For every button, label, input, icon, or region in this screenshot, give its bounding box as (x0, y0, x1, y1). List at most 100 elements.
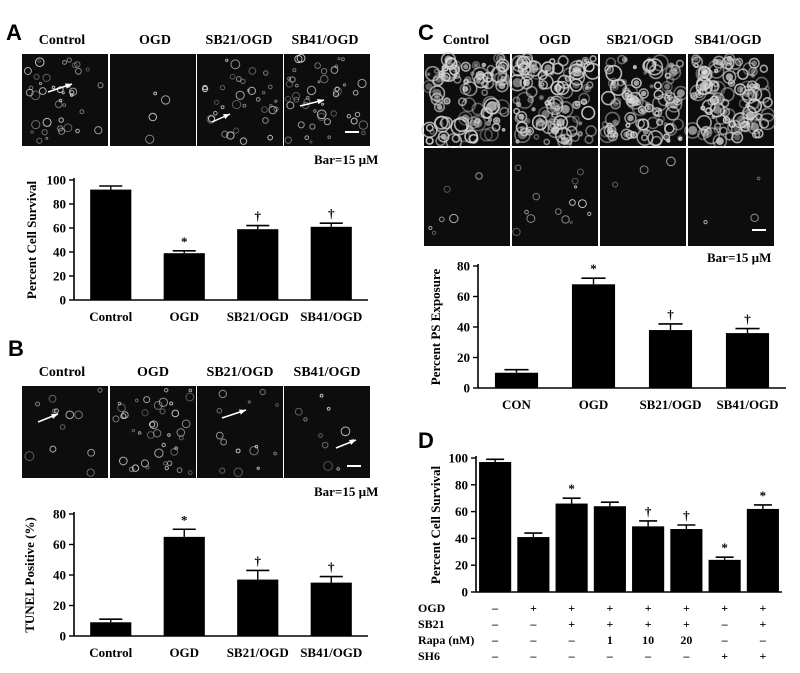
micro-b-tile-3-cell (326, 406, 331, 411)
micro-c-tile-top-0-cell (474, 117, 481, 124)
chart-d-condition-cell: + (683, 601, 690, 615)
micro-c-tile-top-3-cell (696, 114, 712, 131)
micro-a-tile-2-cell (261, 90, 266, 95)
micro-a-tile-0-cell (61, 91, 65, 95)
chart-d-ylabel: Percent Cell Survival (428, 466, 443, 585)
chart-b-xtick-label-2: SB21/OGD (227, 645, 289, 660)
chart-a-xtick-label-1: OGD (169, 309, 199, 324)
micro-c-tile-top-2-cell (625, 130, 635, 139)
micro-c-tile-top-0-cell (494, 81, 499, 87)
micro-c-tile-top-3-cell (724, 131, 734, 141)
micro-c-tile-top-2-cell (649, 84, 654, 89)
chart-d-condition-cell: – (721, 633, 729, 647)
micro-c-tile-top-3-cell-body (749, 82, 755, 89)
micro-c-tile-top-3-cell (738, 117, 754, 133)
micro-c-tile-top-3-cell (691, 56, 704, 68)
micro-a-tile-3-cell (304, 135, 310, 141)
micro-label-c-sb41: SB41/OGD (695, 33, 762, 48)
micro-c-tile-top-0-cell (463, 78, 469, 85)
micro-c-tile-top-1-cell (521, 52, 534, 65)
micro-c-tile-top-3 (684, 52, 777, 149)
micro-c-tile-top-3-cell (740, 80, 755, 95)
micro-a-tile-3-cell (342, 83, 347, 87)
micro-c-tile-top-1-cell-body (518, 57, 522, 60)
micro-a-tile-3-cell (292, 68, 297, 73)
micro-a-tile-0-cell (41, 129, 48, 136)
micro-c-tile-top-1-cell (574, 100, 581, 107)
micro-label-b-ogd: OGD (137, 365, 169, 380)
micro-c-tile-top-0-cell-body (473, 63, 479, 68)
chart-c-ytick-label: 40 (457, 320, 470, 335)
micro-c-tile-top-2-cell (666, 96, 683, 113)
micro-c-tile-top-0-cell (488, 117, 493, 122)
micro-c-tile-top-0-cell (468, 133, 479, 144)
micro-c-tile-top-3-cell-body (697, 91, 702, 96)
micro-b-tile-1-cell (120, 413, 127, 420)
chart-d-condition-cell: + (759, 649, 766, 663)
micro-b-tile-2-cell (219, 467, 226, 474)
micro-c-tile-bottom-2-bg (600, 148, 686, 246)
micro-c-tile-top-1-cell-body (583, 58, 588, 63)
chart-d-condition-cell: – (529, 649, 537, 663)
micro-a-tile-3-cell (358, 120, 369, 130)
micro-c-tile-top-1-cell-body (517, 103, 520, 106)
micro-c-tile-top-0-cell (425, 136, 434, 145)
chart-c-bar-2 (648, 330, 693, 388)
micro-a-tile-3-cell (330, 66, 339, 74)
micro-a-tile-3-cell (361, 130, 366, 136)
micro-a-tile-3-cell (332, 91, 340, 98)
micro-c-tile-top-1-cell-body (544, 64, 552, 72)
micro-c-tile-top-0-cell (457, 97, 467, 107)
micro-c-tile-top-2-cell (677, 135, 683, 141)
micro-b-tile-1-cell (118, 456, 128, 466)
chart-a-ylabel: Percent Cell Survival (24, 181, 39, 300)
micro-c-tile-top-3-cell (713, 126, 721, 134)
micro-b-tile-1-cell (169, 401, 174, 406)
micro-c-tile-top-1-cell (550, 80, 566, 96)
micro-c-tile-top-0-cell (470, 71, 475, 76)
micro-b-tile-3-cell (303, 417, 308, 422)
micro-a-tile-0-cell (28, 85, 34, 91)
micro-b-tile-1-cell (145, 465, 150, 470)
micro-c-tile-top-2-cell (651, 135, 662, 147)
micro-c-tile-top-2-cell (653, 81, 662, 90)
chart-c-sig-mark-3: † (744, 312, 751, 327)
chart-d-ytick-label: 20 (455, 558, 468, 573)
chart-a-xtick-label-2: SB21/OGD (227, 309, 289, 324)
micro-a-tile-0-cell (42, 117, 52, 127)
chart-d-condition-cell: – (721, 617, 729, 631)
micro-c-tile-top-3-cell-body (737, 59, 742, 64)
micro-c-tile-bottom-1-cell (524, 209, 529, 215)
chart-d-condition-cell: + (606, 601, 613, 615)
chart-d-ytick-label: 100 (449, 451, 469, 466)
micro-c-tile-bottom-2-cell (639, 165, 649, 175)
micro-c-tile-top-0-cell (439, 121, 444, 126)
micro-c-tile-top-3-cell-body (755, 84, 759, 88)
micro-b-tile-2-cell (220, 438, 228, 446)
micro-c-tile-top-1-cell (544, 70, 549, 75)
panel-letter-c: C (418, 20, 434, 45)
chart-a-ytick-label: 60 (53, 221, 66, 236)
micro-c-tile-top-2-cell (663, 122, 668, 127)
micro-c-tile-top-2-cell (605, 64, 623, 82)
micro-b-tile-1-cell (161, 442, 166, 448)
micro-c-tile-top-3-cell-body (714, 95, 722, 103)
micro-b-tile-1-cell (131, 428, 136, 433)
micro-c-tile-top-2-cell (666, 76, 675, 85)
micro-a-tile-1-cell (145, 134, 155, 144)
micro-c-tile-top-0-cell-body (487, 122, 490, 125)
micro-c-tile-top-3-cell-body (700, 68, 708, 75)
micro-c-tile-top-1-cell-body (532, 108, 535, 111)
micro-c-tile-top-2-cell-body (634, 66, 636, 68)
chart-b-sig-mark-3: † (328, 560, 335, 575)
micro-c-tile-top-1-cell-body (572, 81, 580, 89)
chart-d-sig-mark-2: * (568, 481, 575, 496)
micro-c-tile-top-3-cell (748, 97, 760, 110)
micro-b-tile-1-cell (128, 466, 135, 473)
micro-b-tile-1-cell (170, 447, 179, 456)
micro-c-tile-top-1-cell-body (521, 70, 525, 74)
micro-c-tile-top-0-cell (443, 97, 451, 105)
micro-c-tile-top-3-cell (707, 97, 716, 106)
micro-a-arrow-3-head (223, 114, 230, 120)
micro-c-tile-top-2-cell (638, 88, 649, 99)
